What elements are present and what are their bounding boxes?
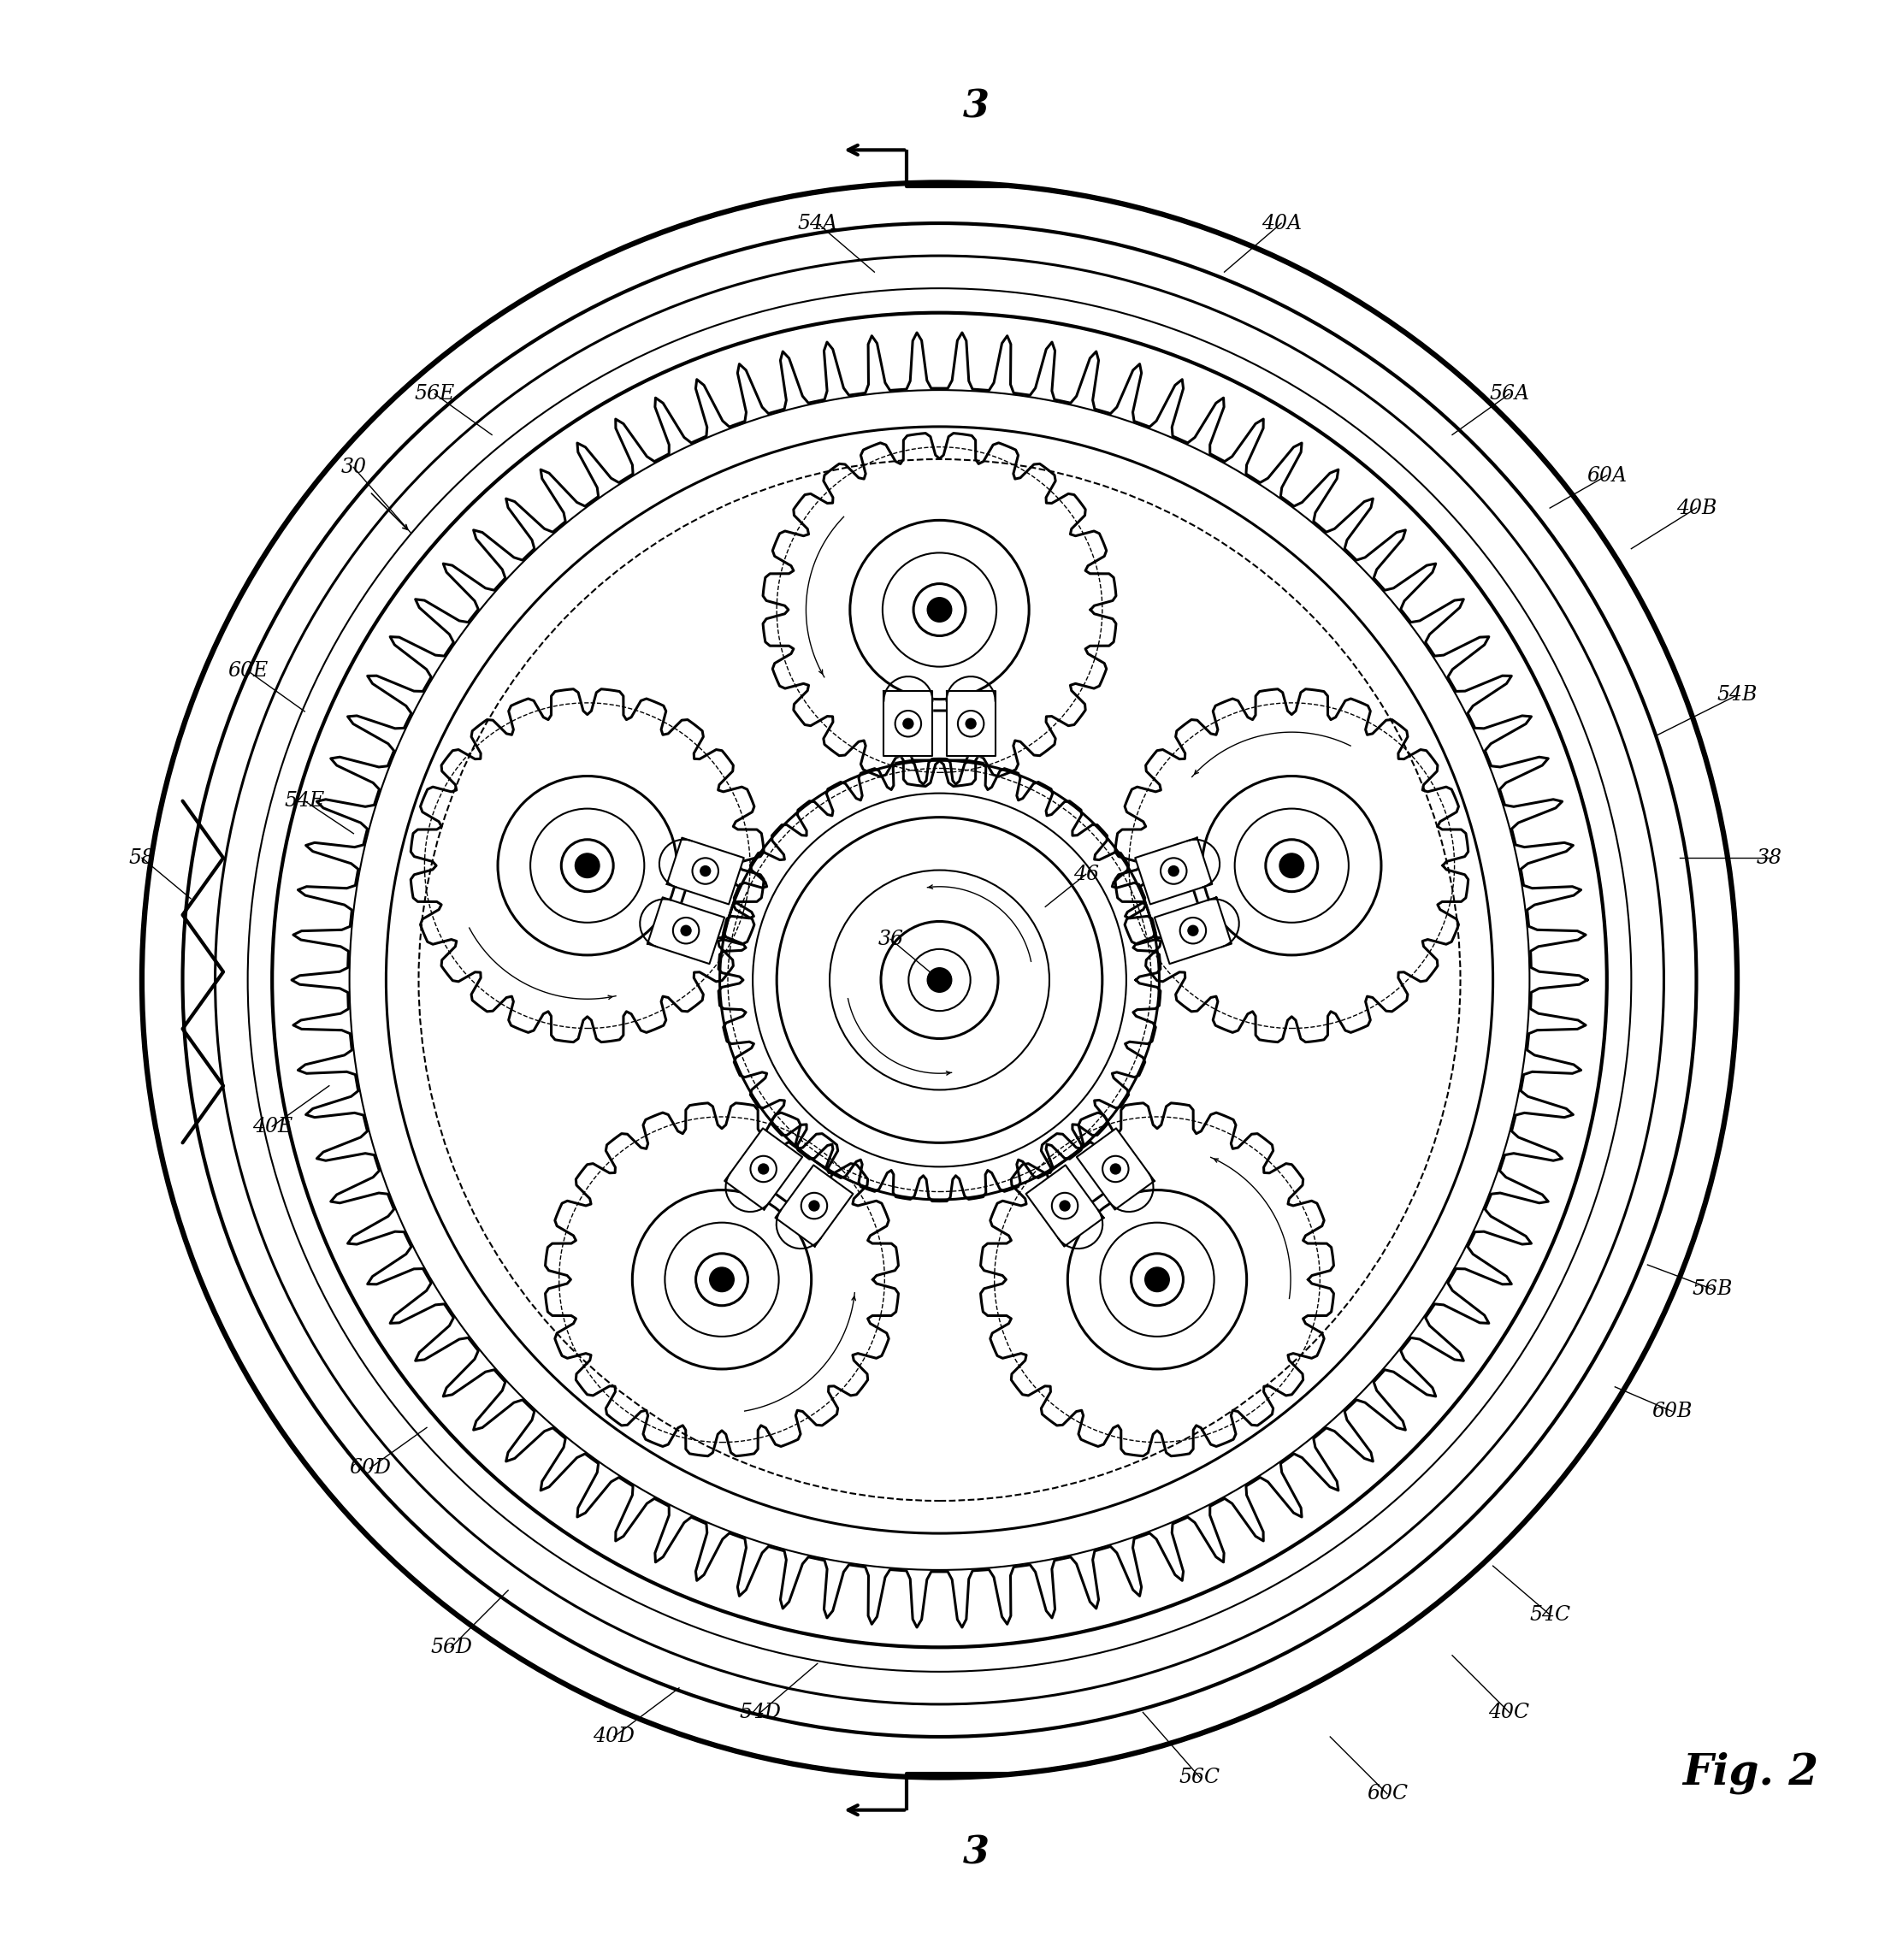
Polygon shape <box>1026 1164 1103 1247</box>
Polygon shape <box>648 898 725 964</box>
Text: 40B: 40B <box>1676 498 1717 517</box>
Text: 54B: 54B <box>1717 686 1757 706</box>
Text: 36: 36 <box>877 929 904 949</box>
Text: 54D: 54D <box>740 1703 782 1723</box>
Text: 56D: 56D <box>430 1637 472 1656</box>
Text: 40C: 40C <box>1488 1703 1530 1723</box>
Text: 38: 38 <box>1757 849 1783 868</box>
Text: 56E: 56E <box>415 384 455 404</box>
Text: 60D: 60D <box>349 1458 391 1478</box>
Polygon shape <box>1141 855 1210 939</box>
Text: 30: 30 <box>340 457 366 476</box>
Text: 60E: 60E <box>227 661 269 680</box>
Circle shape <box>1169 864 1180 876</box>
Polygon shape <box>1077 1129 1154 1209</box>
Circle shape <box>575 853 599 878</box>
Circle shape <box>680 925 691 937</box>
Text: 3: 3 <box>962 88 990 125</box>
Circle shape <box>710 1268 735 1292</box>
Text: Fig. 2: Fig. 2 <box>1682 1752 1819 1793</box>
Text: 56A: 56A <box>1488 384 1530 404</box>
Circle shape <box>928 968 951 992</box>
Text: 46: 46 <box>1073 864 1099 884</box>
Text: 54C: 54C <box>1530 1605 1571 1625</box>
Polygon shape <box>883 692 932 757</box>
Circle shape <box>1060 1200 1071 1211</box>
Text: 60B: 60B <box>1652 1401 1693 1421</box>
Text: 56C: 56C <box>1180 1768 1221 1788</box>
Polygon shape <box>667 837 744 904</box>
Text: 58: 58 <box>130 849 154 868</box>
Circle shape <box>1110 1164 1122 1174</box>
Circle shape <box>808 1200 819 1211</box>
Circle shape <box>699 864 710 876</box>
Polygon shape <box>1154 898 1231 964</box>
Circle shape <box>1280 853 1304 878</box>
Polygon shape <box>1135 837 1212 904</box>
Circle shape <box>902 717 913 729</box>
Text: 60C: 60C <box>1366 1784 1407 1803</box>
Circle shape <box>966 717 977 729</box>
Polygon shape <box>1047 1143 1135 1225</box>
Polygon shape <box>669 855 738 939</box>
Circle shape <box>1188 925 1199 937</box>
Text: 54E: 54E <box>284 792 325 811</box>
Text: 56B: 56B <box>1693 1280 1732 1299</box>
Text: 40A: 40A <box>1261 214 1302 233</box>
Circle shape <box>928 598 951 621</box>
Polygon shape <box>947 692 996 757</box>
Text: 3: 3 <box>962 1835 990 1872</box>
Text: 60A: 60A <box>1586 466 1627 486</box>
Circle shape <box>757 1164 769 1174</box>
Text: 54A: 54A <box>797 214 838 233</box>
Circle shape <box>1144 1268 1169 1292</box>
Text: 40E: 40E <box>252 1117 293 1137</box>
Text: 40D: 40D <box>594 1727 635 1746</box>
Polygon shape <box>776 1164 853 1247</box>
Polygon shape <box>725 1129 802 1209</box>
Polygon shape <box>894 711 985 760</box>
Polygon shape <box>744 1143 832 1225</box>
